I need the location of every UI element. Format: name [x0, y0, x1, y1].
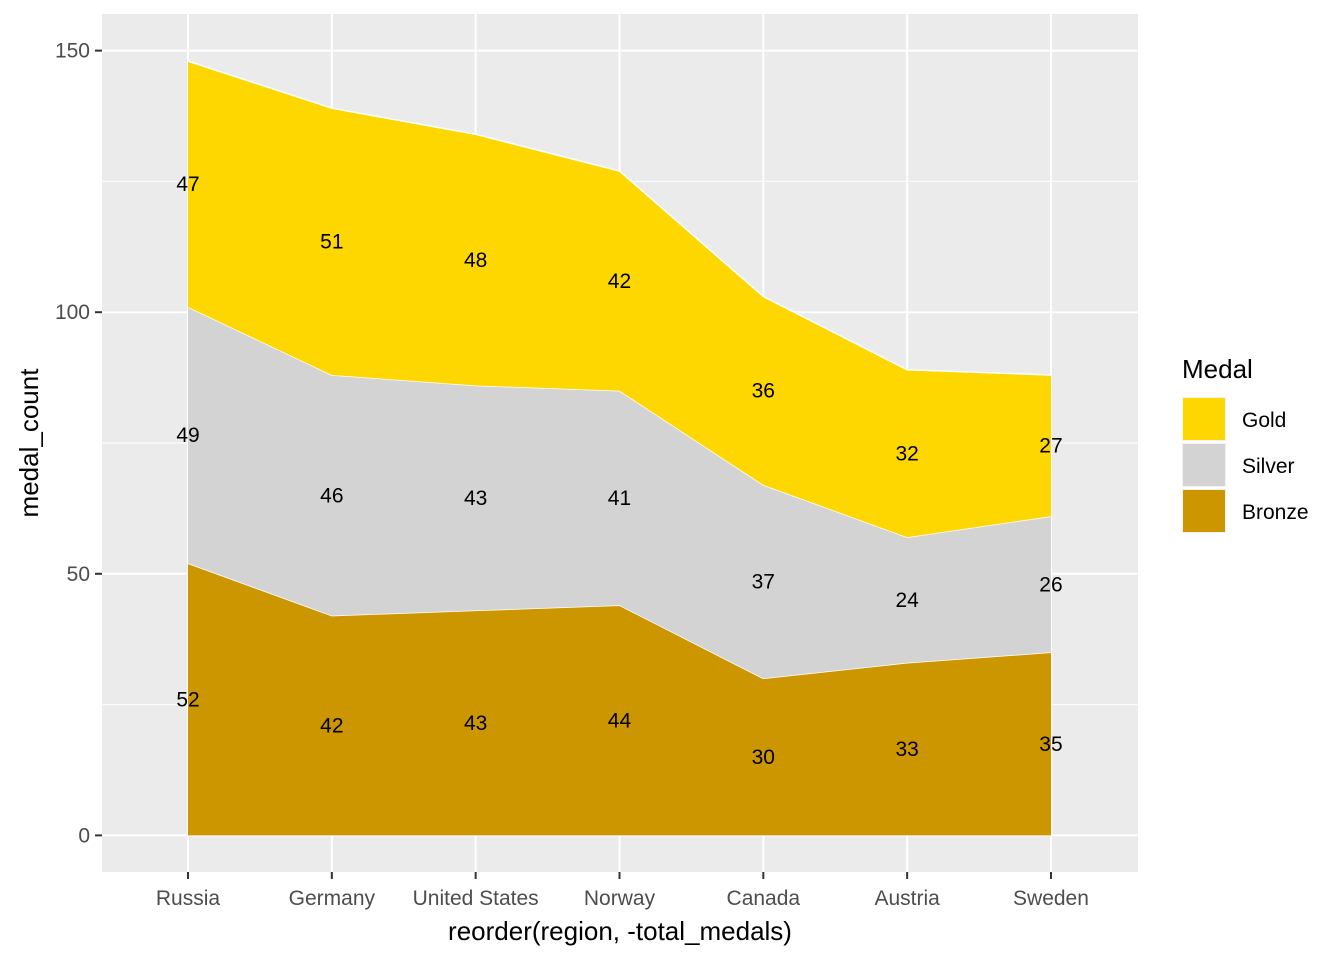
data-label-gold: 27	[1039, 435, 1062, 458]
legend-label: Bronze	[1242, 501, 1309, 524]
data-label-silver: 49	[176, 424, 199, 447]
area-bronze	[188, 563, 1051, 836]
x-tick-label: Norway	[584, 887, 656, 910]
data-label-bronze: 44	[608, 709, 632, 732]
area-series	[187, 60, 1052, 836]
legend: Medal Gold Silver Bronze	[1182, 354, 1309, 533]
legend-label: Gold	[1242, 409, 1286, 432]
legend-swatch-gold	[1183, 398, 1225, 440]
x-tick-label: Sweden	[1013, 887, 1089, 910]
x-axis: Russia Germany United States Norway Canada Au…	[156, 872, 1089, 910]
legend-label: Silver	[1242, 455, 1295, 478]
legend-title: Medal	[1182, 354, 1253, 384]
data-label-gold: 47	[176, 173, 199, 196]
area-gold	[188, 61, 1051, 538]
data-label-silver: 24	[895, 589, 919, 612]
data-label-gold: 42	[608, 270, 631, 293]
data-label-bronze: 33	[895, 738, 918, 761]
data-label-gold: 36	[752, 380, 775, 403]
y-axis: 0 50 100 150	[55, 40, 102, 847]
data-label-gold: 32	[895, 442, 918, 465]
x-tick-label: Canada	[727, 887, 801, 910]
x-tick-label: Germany	[289, 887, 376, 910]
y-tick-label: 150	[55, 40, 90, 63]
data-labels: 52 42 43 44 30 33 35 49 46 43 41 37 24 26 47 51 48 42 36 32…	[176, 173, 1062, 769]
x-axis-title: reorder(region, -total_medals)	[448, 916, 792, 946]
data-label-silver: 26	[1039, 573, 1062, 596]
data-label-silver: 37	[752, 571, 775, 594]
data-label-bronze: 43	[464, 712, 487, 735]
data-label-bronze: 42	[320, 715, 343, 738]
y-axis-title: medal_count	[14, 368, 44, 518]
data-label-bronze: 35	[1039, 733, 1062, 756]
data-label-gold: 51	[320, 231, 343, 254]
data-label-silver: 46	[320, 484, 343, 507]
y-tick-label: 0	[78, 824, 90, 847]
x-tick-label: Austria	[874, 887, 940, 910]
y-tick-label: 50	[67, 563, 90, 586]
area-silver	[188, 307, 1051, 679]
data-label-gold: 48	[464, 249, 487, 272]
data-label-silver: 41	[608, 487, 631, 510]
legend-swatch-silver	[1183, 444, 1225, 486]
data-label-bronze: 30	[752, 746, 775, 769]
x-tick-label: United States	[413, 887, 539, 910]
area-outline-gold	[187, 60, 1052, 376]
data-label-bronze: 52	[176, 688, 199, 711]
legend-items: Gold Silver Bronze	[1182, 397, 1309, 533]
data-label-silver: 43	[464, 487, 487, 510]
x-tick-label: Russia	[156, 887, 221, 910]
y-tick-label: 100	[55, 301, 90, 324]
legend-swatch-bronze	[1183, 490, 1225, 532]
